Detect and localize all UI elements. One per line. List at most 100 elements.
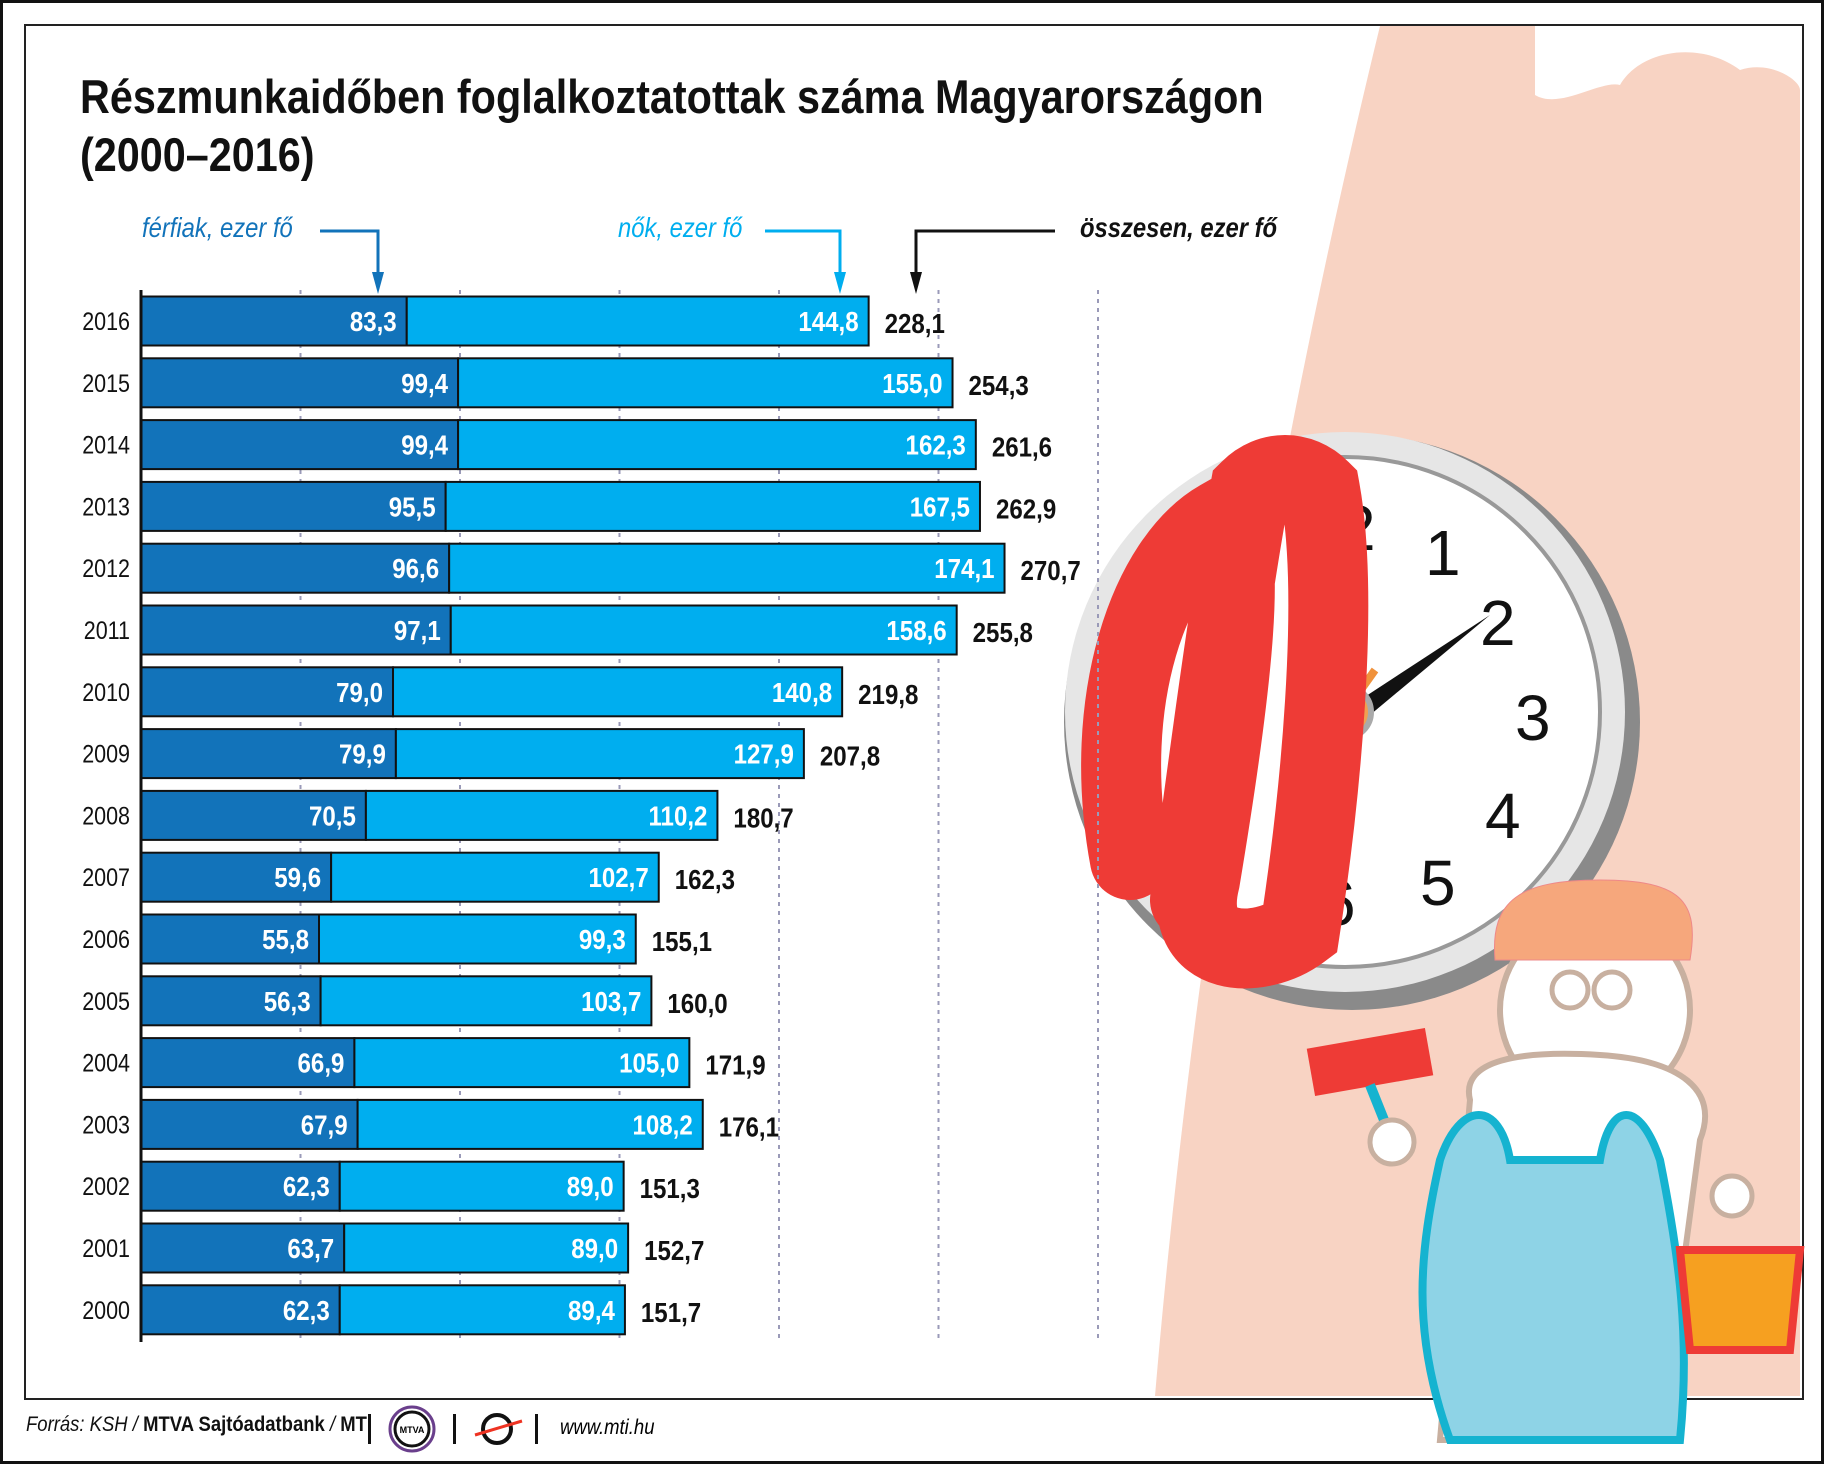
footer-divider xyxy=(453,1414,456,1444)
bar-men-2001 xyxy=(140,1222,346,1274)
year-label-2014: 2014 xyxy=(82,431,130,459)
bar-women-2011 xyxy=(449,604,958,656)
women-arrowhead xyxy=(834,272,846,294)
total-value-2002: 151,3 xyxy=(640,1172,700,1204)
year-label-2003: 2003 xyxy=(82,1111,130,1139)
year-label-2012: 2012 xyxy=(82,555,130,583)
bar-women-2004 xyxy=(353,1037,691,1089)
legend-total: összesen, ezer fő xyxy=(1080,212,1278,243)
bars-group: 2016 83,3 144,8 228,1 2015 99,4 155,0 254,3 2014… xyxy=(82,295,1081,1336)
bar-women-2012 xyxy=(448,542,1006,594)
total-value-2013: 262,9 xyxy=(996,493,1056,525)
women-value-2002: 89,0 xyxy=(567,1170,614,1202)
svg-text:5: 5 xyxy=(1420,847,1456,919)
total-value-2016: 228,1 xyxy=(885,307,945,339)
men-value-2014: 99,4 xyxy=(401,429,448,461)
bar-women-2015 xyxy=(457,357,954,409)
women-value-2000: 89,4 xyxy=(568,1294,615,1326)
total-value-2001: 152,7 xyxy=(644,1234,704,1266)
women-value-2008: 110,2 xyxy=(649,800,708,832)
year-label-2006: 2006 xyxy=(82,925,130,953)
total-value-2008: 180,7 xyxy=(733,802,793,834)
bar-men-2009 xyxy=(140,728,397,780)
total-value-2000: 151,7 xyxy=(641,1296,701,1328)
painter-illustration xyxy=(1306,879,1805,1444)
bar-women-2006 xyxy=(318,913,637,965)
svg-text:2: 2 xyxy=(1480,587,1516,659)
total-value-2011: 255,8 xyxy=(973,616,1033,648)
men-value-2006: 55,8 xyxy=(262,923,309,955)
bar-women-2014 xyxy=(457,419,977,471)
total-arrowhead xyxy=(910,272,922,294)
mtva-logo-text: MTVA xyxy=(400,1425,425,1435)
bar-women-2009 xyxy=(394,728,805,780)
mtva-logo: MTVA xyxy=(388,1405,436,1453)
year-label-2015: 2015 xyxy=(82,369,130,397)
men-value-2004: 66,9 xyxy=(298,1047,345,1079)
total-value-2015: 254,3 xyxy=(969,369,1029,401)
source-mti: MTI xyxy=(340,1413,373,1436)
footer-logos: MTVA xyxy=(368,1405,538,1453)
svg-text:4: 4 xyxy=(1485,780,1521,852)
legend-men: férfiak, ezer fő xyxy=(142,212,293,243)
year-label-2008: 2008 xyxy=(82,802,130,830)
total-value-2014: 261,6 xyxy=(992,431,1052,463)
bar-women-2000 xyxy=(338,1284,626,1336)
women-value-2001: 89,0 xyxy=(571,1232,618,1264)
legend-women: nők, ezer fő xyxy=(618,212,743,243)
cloud-shape xyxy=(1535,26,1800,100)
footer-divider xyxy=(368,1414,371,1444)
bar-women-2005 xyxy=(319,975,653,1027)
bar-women-2001 xyxy=(343,1222,630,1274)
footer-source: Forrás: KSH / MTVA Sajtóadatbank / MTI xyxy=(26,1413,372,1437)
svg-text:3: 3 xyxy=(1515,682,1551,754)
source-bold: MTVA Sajtóadatbank xyxy=(143,1413,325,1436)
total-value-2004: 171,9 xyxy=(705,1049,765,1081)
bar-women-2007 xyxy=(330,851,660,903)
total-value-2007: 162,3 xyxy=(675,863,735,895)
men-value-2003: 67,9 xyxy=(301,1109,348,1141)
bar-men-2016 xyxy=(140,295,408,347)
bar-women-2008 xyxy=(364,789,719,841)
source-sep: / xyxy=(324,1413,341,1436)
year-label-2001: 2001 xyxy=(82,1234,130,1262)
footer-url[interactable]: www.mti.hu xyxy=(560,1416,655,1439)
year-label-2016: 2016 xyxy=(82,307,130,335)
year-label-2013: 2013 xyxy=(82,493,130,521)
men-value-2012: 96,6 xyxy=(392,552,439,584)
total-arrow xyxy=(914,229,1055,285)
bar-men-2007 xyxy=(140,851,333,903)
women-value-2006: 99,3 xyxy=(579,923,626,955)
women-value-2014: 162,3 xyxy=(906,429,966,461)
year-label-2002: 2002 xyxy=(82,1173,130,1201)
year-label-2009: 2009 xyxy=(82,740,130,768)
women-value-2012: 174,1 xyxy=(934,552,994,584)
women-value-2016: 144,8 xyxy=(798,305,858,337)
total-value-2009: 207,8 xyxy=(820,740,880,772)
bar-men-2003 xyxy=(140,1098,359,1150)
year-label-2011: 2011 xyxy=(84,616,130,644)
source-prefix: Forrás: KSH / xyxy=(26,1413,144,1436)
men-value-2005: 56,3 xyxy=(264,985,311,1017)
bar-women-2010 xyxy=(392,666,844,718)
men-arrowhead xyxy=(372,272,384,294)
women-arrow xyxy=(765,229,842,285)
men-arrow xyxy=(320,229,380,285)
bar-women-2003 xyxy=(356,1098,704,1150)
women-value-2007: 102,7 xyxy=(588,861,648,893)
title-line-2: (2000–2016) xyxy=(80,128,315,181)
men-value-2015: 99,4 xyxy=(401,367,448,399)
women-value-2010: 140,8 xyxy=(772,676,832,708)
bar-men-2006 xyxy=(140,913,321,965)
page-title: Részmunkaidőben foglalkoztatottak száma … xyxy=(80,68,1264,184)
year-label-2007: 2007 xyxy=(82,864,130,892)
title-line-1: Részmunkaidőben foglalkoztatottak száma … xyxy=(80,70,1264,123)
men-value-2009: 79,9 xyxy=(339,738,386,770)
men-value-2008: 70,5 xyxy=(309,800,356,832)
women-value-2009: 127,9 xyxy=(734,738,794,770)
bar-men-2004 xyxy=(140,1037,356,1089)
bar-women-2002 xyxy=(338,1160,625,1212)
bar-men-2011 xyxy=(140,604,452,656)
